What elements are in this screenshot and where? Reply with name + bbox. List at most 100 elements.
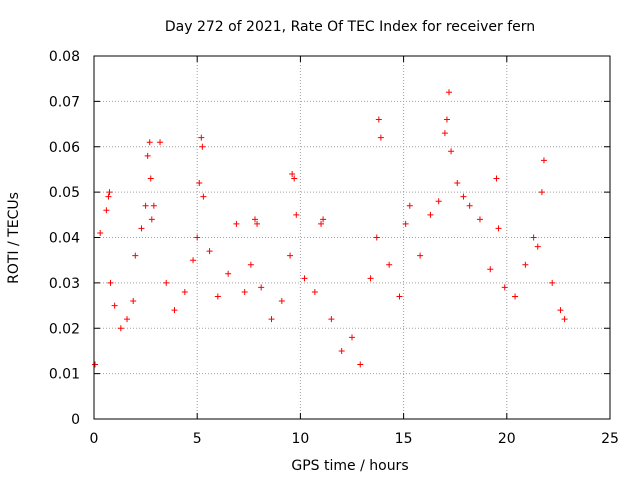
y-tick-label: 0.07 [49, 94, 80, 110]
data-point [268, 316, 275, 323]
y-tick-label: 0.01 [49, 367, 80, 383]
y-tick-label: 0.08 [49, 49, 80, 65]
data-points [92, 89, 568, 368]
data-point [534, 243, 541, 250]
data-point [194, 234, 201, 241]
data-point [233, 220, 240, 227]
axis-ticks: 0 5 10 15 20 25 0 0.01 0.02 0.03 0.04 0.05 0.06 0.07 0… [49, 49, 619, 447]
data-point [427, 211, 434, 218]
data-point [103, 207, 110, 214]
data-point [199, 143, 206, 150]
data-point [144, 152, 151, 159]
data-point [495, 225, 502, 232]
y-tick-label: 0.05 [49, 185, 80, 201]
x-tick-label: 20 [498, 431, 516, 447]
data-point [311, 288, 318, 295]
data-point [538, 189, 545, 196]
data-point [291, 175, 298, 182]
data-point [117, 325, 124, 332]
data-point [190, 257, 197, 264]
data-point [402, 220, 409, 227]
data-point [278, 298, 285, 305]
data-point [417, 252, 424, 259]
data-point [396, 293, 403, 300]
data-point [446, 89, 453, 96]
data-point [241, 288, 248, 295]
data-point [320, 216, 327, 223]
data-point [105, 193, 112, 200]
data-point [198, 134, 205, 141]
data-point [530, 234, 537, 241]
y-tick-label: 0 [71, 412, 80, 428]
data-point [443, 116, 450, 123]
data-point [522, 261, 529, 268]
data-point [386, 261, 393, 268]
data-point [225, 270, 232, 277]
data-point [487, 266, 494, 273]
data-point [146, 139, 153, 146]
data-point [377, 134, 384, 141]
y-axis-label: ROTI / TECUs [6, 192, 22, 284]
data-point [196, 180, 203, 187]
data-point [251, 216, 258, 223]
data-point [92, 361, 99, 368]
data-point [258, 284, 265, 291]
data-point [106, 189, 113, 196]
x-axis-label: GPS time / hours [291, 458, 408, 474]
data-point [557, 307, 564, 314]
data-point [130, 298, 137, 305]
data-point [107, 279, 114, 286]
data-point [466, 202, 473, 209]
data-point [147, 175, 154, 182]
data-point [493, 175, 500, 182]
data-point [287, 252, 294, 259]
data-point [124, 316, 131, 323]
data-point [328, 316, 335, 323]
data-point [501, 284, 508, 291]
data-point [540, 157, 547, 164]
data-point [460, 193, 467, 200]
y-tick-label: 0.04 [49, 231, 80, 247]
data-point [157, 139, 164, 146]
data-point [289, 170, 296, 177]
data-point [293, 211, 300, 218]
x-tick-label: 25 [601, 431, 619, 447]
data-point [454, 180, 461, 187]
data-point [142, 202, 149, 209]
x-tick-label: 5 [193, 431, 202, 447]
data-point [338, 347, 345, 354]
data-point [132, 252, 139, 259]
data-point [435, 198, 442, 205]
data-point [448, 148, 455, 155]
data-point [301, 275, 308, 282]
data-point [163, 279, 170, 286]
data-point [476, 216, 483, 223]
data-point [549, 279, 556, 286]
data-point [111, 302, 118, 309]
y-tick-label: 0.02 [49, 321, 80, 337]
chart-title: Day 272 of 2021, Rate Of TEC Index for r… [165, 19, 535, 35]
data-point [150, 202, 157, 209]
data-point [214, 293, 221, 300]
data-point [97, 229, 104, 236]
data-point [441, 130, 448, 137]
data-point [206, 248, 213, 255]
data-point [406, 202, 413, 209]
data-point [138, 225, 145, 232]
data-point [373, 234, 380, 241]
data-point [181, 288, 188, 295]
data-point [247, 261, 254, 268]
x-tick-label: 0 [90, 431, 99, 447]
data-point [254, 220, 261, 227]
data-point [171, 307, 178, 314]
data-point [561, 316, 568, 323]
y-tick-label: 0.03 [49, 276, 80, 292]
x-tick-label: 15 [395, 431, 413, 447]
data-point [357, 361, 364, 368]
data-point [349, 334, 355, 341]
y-tick-label: 0.06 [49, 140, 80, 156]
data-point [512, 293, 519, 300]
data-point [318, 220, 325, 227]
